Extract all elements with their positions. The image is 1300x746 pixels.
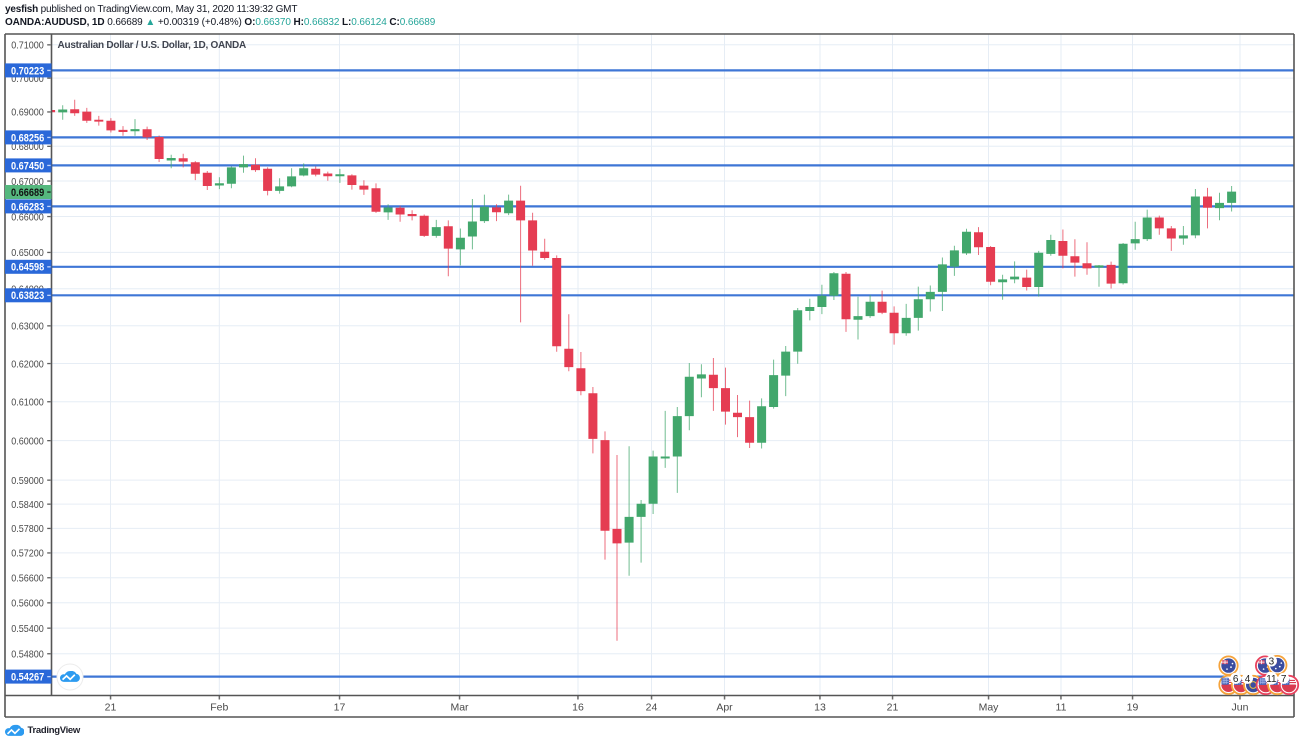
svg-text:16: 16: [572, 701, 584, 713]
svg-text:0.68256: 0.68256: [11, 132, 44, 144]
svg-text:0.62000: 0.62000: [11, 359, 44, 370]
svg-text:0.65000: 0.65000: [11, 248, 44, 259]
svg-text:0.55400: 0.55400: [11, 624, 44, 635]
svg-text:Apr: Apr: [716, 701, 733, 713]
svg-text:3: 3: [1269, 656, 1275, 667]
svg-text:7: 7: [1281, 674, 1287, 685]
svg-text:0.56600: 0.56600: [11, 574, 44, 585]
svg-text:0.63823: 0.63823: [11, 290, 44, 302]
svg-text:0.67000: 0.67000: [11, 177, 44, 188]
svg-text:0.57200: 0.57200: [11, 549, 44, 560]
svg-text:11: 11: [1056, 701, 1067, 713]
svg-text:11: 11: [1266, 674, 1277, 685]
svg-text:0.70000: 0.70000: [11, 74, 44, 85]
svg-text:0.63000: 0.63000: [11, 322, 44, 333]
svg-text:May: May: [979, 701, 1000, 713]
svg-text:0.66283: 0.66283: [11, 201, 44, 213]
svg-text:0.69000: 0.69000: [11, 108, 44, 119]
svg-text:4: 4: [1245, 674, 1251, 685]
svg-text:0.64598: 0.64598: [11, 262, 44, 274]
svg-text:6: 6: [1233, 674, 1239, 685]
svg-text:24: 24: [646, 701, 658, 713]
svg-text:13: 13: [814, 701, 826, 713]
svg-text:Feb: Feb: [210, 701, 228, 713]
svg-text:Jun: Jun: [1232, 701, 1249, 713]
svg-text:21: 21: [887, 701, 899, 713]
svg-text:0.70223: 0.70223: [11, 65, 44, 77]
svg-text:0.71000: 0.71000: [11, 41, 44, 52]
svg-text:0.60000: 0.60000: [11, 436, 44, 447]
svg-text:19: 19: [1127, 701, 1139, 713]
svg-text:0.57800: 0.57800: [11, 524, 44, 535]
svg-text:0.68000: 0.68000: [11, 142, 44, 153]
svg-text:0.54800: 0.54800: [11, 650, 44, 661]
svg-text:Mar: Mar: [450, 701, 469, 713]
svg-text:0.66000: 0.66000: [11, 212, 44, 223]
svg-text:0.58400: 0.58400: [11, 500, 44, 511]
svg-text:0.66689: 0.66689: [11, 187, 44, 199]
svg-text:0.67450: 0.67450: [11, 160, 44, 172]
svg-text:0.56000: 0.56000: [11, 599, 44, 610]
svg-text:0.59000: 0.59000: [11, 476, 44, 487]
svg-text:21: 21: [105, 701, 117, 713]
svg-text:17: 17: [334, 701, 346, 713]
svg-text:0.54267: 0.54267: [11, 672, 44, 684]
svg-text:0.61000: 0.61000: [11, 398, 44, 409]
